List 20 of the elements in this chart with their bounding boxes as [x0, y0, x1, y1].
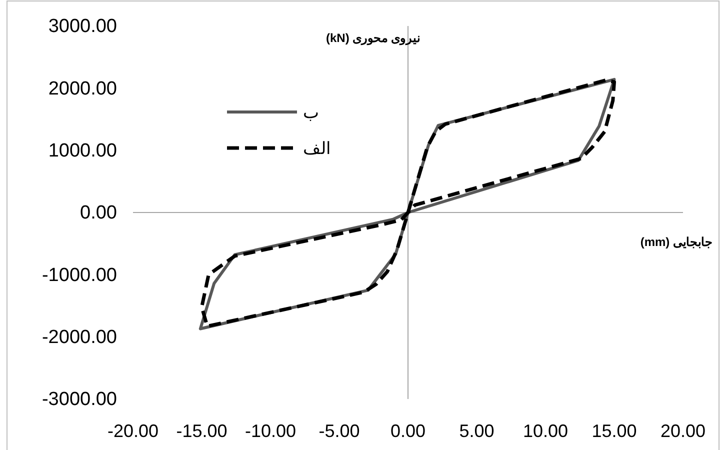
x-tick-label: -20.00	[107, 420, 159, 441]
x-axis-title: جابجایی (mm)	[640, 235, 712, 249]
y-tick-label: 0.00	[80, 202, 117, 224]
y-axis-title: نیروی محوری (kN)	[326, 31, 420, 46]
y-tick-label: 1000.00	[48, 140, 117, 162]
y-tick-label: -1000.00	[42, 264, 117, 286]
y-tick-label: -3000.00	[42, 389, 117, 410]
x-tick-label: 20.00	[660, 420, 706, 441]
y-tick-label: 3000.00	[48, 16, 117, 38]
x-tick-label: 5.00	[459, 420, 494, 441]
y-tick-label: -2000.00	[42, 326, 117, 348]
x-tick-label: 10.00	[522, 420, 568, 441]
x-tick-label: 0.00	[390, 420, 426, 441]
legend-label: ب	[303, 102, 319, 122]
legend-label: الف	[303, 138, 331, 158]
y-tick-label: 2000.00	[48, 78, 117, 100]
x-tick-label: -15.00	[176, 420, 228, 441]
x-tick-label: -5.00	[318, 420, 360, 441]
x-tick-label: 15.00	[592, 420, 637, 441]
x-tick-label: -10.00	[244, 420, 296, 441]
